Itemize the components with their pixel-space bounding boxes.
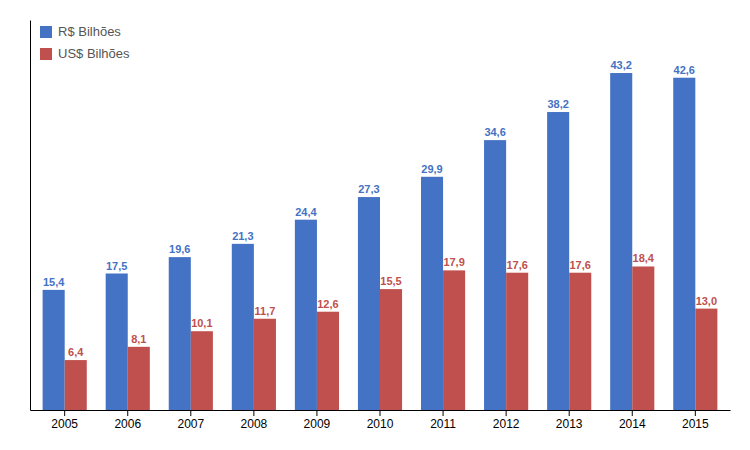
x-tick-label: 2008 xyxy=(241,417,268,431)
x-tick: 2013 xyxy=(556,410,583,431)
data-label: 42,6 xyxy=(674,64,695,76)
bar xyxy=(610,73,632,410)
x-tick-label: 2014 xyxy=(619,417,646,431)
x-tick-label: 2005 xyxy=(51,417,78,431)
data-label: 15,5 xyxy=(380,275,401,287)
bar xyxy=(547,112,569,410)
x-tick: 2012 xyxy=(493,410,520,431)
bar xyxy=(317,312,339,410)
bar xyxy=(106,274,128,411)
x-tick-mark xyxy=(253,410,254,416)
bar xyxy=(569,273,591,410)
x-axis: 2005 2006 2007 2008 2009 2010 2011 2012 2013 2014… xyxy=(31,410,731,431)
bar xyxy=(169,257,191,410)
data-label: 17,6 xyxy=(570,259,591,271)
x-tick-label: 2010 xyxy=(367,417,394,431)
data-label: 19,6 xyxy=(169,243,190,255)
data-label: 17,9 xyxy=(443,256,464,268)
data-label: 17,5 xyxy=(106,260,127,272)
data-label: 8,1 xyxy=(131,333,146,345)
x-tick-mark xyxy=(632,410,633,416)
bar xyxy=(254,319,276,410)
x-tick-label: 2006 xyxy=(114,417,141,431)
bar xyxy=(43,290,65,410)
bar-series xyxy=(65,266,718,410)
bar xyxy=(295,220,317,410)
bar xyxy=(632,266,654,410)
data-label: 34,6 xyxy=(484,126,505,138)
x-tick-label: 2011 xyxy=(430,417,456,431)
data-label: 24,4 xyxy=(295,206,317,218)
plot: 15,4 17,5 19,6 21,3 24,4 27,3 29,9 34,6 38,2 43,2… xyxy=(31,21,731,431)
bar xyxy=(484,140,506,410)
x-tick-label: 2009 xyxy=(304,417,331,431)
data-label: 15,4 xyxy=(43,276,65,288)
x-tick-label: 2015 xyxy=(682,417,709,431)
legend-label: US$ Bilhões xyxy=(58,46,130,61)
x-tick-mark xyxy=(380,410,381,416)
x-tick-mark xyxy=(506,410,507,416)
x-tick: 2008 xyxy=(241,410,268,431)
legend-item: R$ Bilhões xyxy=(40,24,121,39)
x-tick-mark xyxy=(64,410,65,416)
bar xyxy=(695,309,717,410)
bar xyxy=(421,177,443,410)
data-label: 11,7 xyxy=(255,305,276,317)
bar xyxy=(191,331,213,410)
x-tick-mark xyxy=(569,410,570,416)
x-tick: 2015 xyxy=(682,410,709,431)
data-label: 38,2 xyxy=(547,98,568,110)
bar xyxy=(232,244,254,410)
legend: R$ Bilhões US$ Bilhões xyxy=(40,24,130,61)
data-label: 13,0 xyxy=(696,295,717,307)
x-tick: 2005 xyxy=(51,410,78,431)
y-axis xyxy=(30,21,31,411)
data-labels: 15,4 17,5 19,6 21,3 24,4 27,3 29,9 34,6 38,2 43,2… xyxy=(43,59,717,358)
data-label: 29,9 xyxy=(421,163,442,175)
bar xyxy=(65,360,87,410)
x-tick: 2006 xyxy=(114,410,141,431)
x-tick: 2011 xyxy=(430,410,456,431)
chart: 15,4 17,5 19,6 21,3 24,4 27,3 29,9 34,6 38,2 43,2… xyxy=(0,0,750,450)
data-label: 18,4 xyxy=(633,252,655,264)
x-tick-mark xyxy=(443,410,444,416)
legend-item: US$ Bilhões xyxy=(40,46,130,61)
x-tick-mark xyxy=(127,410,128,416)
data-label: 21,3 xyxy=(232,230,253,242)
x-tick: 2009 xyxy=(304,410,331,431)
x-tick-label: 2012 xyxy=(493,417,520,431)
x-tick-mark xyxy=(190,410,191,416)
y-axis-line xyxy=(30,21,31,411)
data-label: 12,6 xyxy=(317,298,338,310)
legend-label: R$ Bilhões xyxy=(58,24,121,39)
data-label: 27,3 xyxy=(358,183,379,195)
data-label: 17,6 xyxy=(506,259,527,271)
x-tick: 2014 xyxy=(619,410,646,431)
bars xyxy=(43,73,718,410)
bar xyxy=(673,78,695,410)
bar xyxy=(506,273,528,410)
bar xyxy=(128,347,150,410)
bar xyxy=(443,270,465,410)
x-tick-label: 2007 xyxy=(177,417,204,431)
x-tick: 2007 xyxy=(177,410,204,431)
data-label: 6,4 xyxy=(68,346,84,358)
data-label: 10,1 xyxy=(191,317,212,329)
bar-series xyxy=(43,73,696,410)
x-tick-label: 2013 xyxy=(556,417,583,431)
legend-swatch xyxy=(40,48,52,60)
x-tick-mark xyxy=(316,410,317,416)
x-tick: 2010 xyxy=(367,410,394,431)
data-label: 43,2 xyxy=(611,59,632,71)
bar xyxy=(358,197,380,410)
bar xyxy=(380,289,402,410)
x-tick-mark xyxy=(695,410,696,416)
legend-swatch xyxy=(40,26,52,38)
